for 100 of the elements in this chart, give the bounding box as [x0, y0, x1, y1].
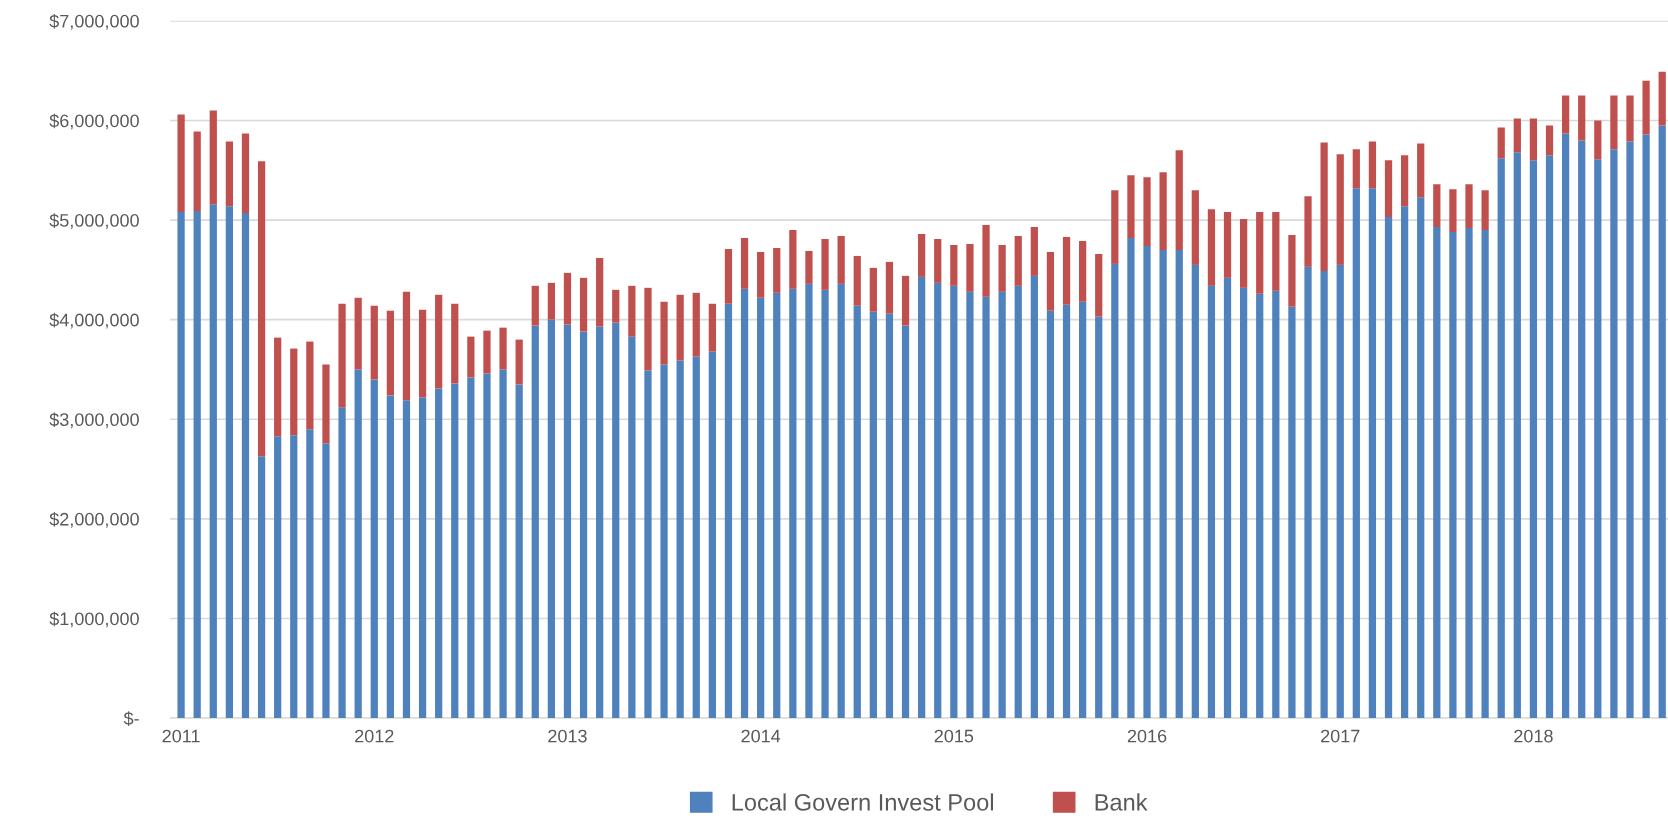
- bar: [177, 212, 185, 719]
- y-tick-label: $6,000,000: [49, 113, 139, 130]
- bar: [322, 443, 330, 719]
- bar: [290, 348, 298, 436]
- bar: [1256, 212, 1264, 294]
- bar: [676, 294, 684, 361]
- x-tick-label: 2011: [162, 729, 200, 743]
- bar: [1433, 227, 1441, 719]
- legend-label: Local Govern Invest Pool: [732, 793, 993, 811]
- bar: [1320, 142, 1328, 271]
- bar: [998, 244, 1006, 292]
- bar: [451, 383, 459, 719]
- bar: [515, 384, 523, 719]
- bar: [1062, 237, 1071, 305]
- bar: [934, 282, 942, 719]
- bar: [306, 341, 314, 430]
- bar: [1256, 293, 1264, 719]
- bar: [982, 225, 990, 297]
- bar: [193, 211, 201, 719]
- bar: [209, 110, 217, 205]
- bar: [757, 251, 765, 298]
- bar: [1529, 118, 1538, 161]
- bar: [821, 289, 829, 719]
- x-tick-label: 2017: [1321, 729, 1360, 743]
- x-tick-label: 2018: [1514, 729, 1553, 743]
- bar: [1578, 140, 1586, 719]
- bar: [1642, 80, 1650, 135]
- bar: [402, 400, 411, 719]
- bar: [1513, 118, 1521, 153]
- bar: [1272, 290, 1280, 719]
- bar: [628, 336, 636, 719]
- bar: [1384, 217, 1393, 719]
- bar: [1561, 95, 1570, 134]
- bar: [1288, 235, 1296, 307]
- bar: [547, 282, 555, 320]
- bar: [531, 285, 539, 326]
- bar: [885, 313, 894, 719]
- bar: [1111, 263, 1119, 719]
- bar: [628, 285, 636, 337]
- bar: [370, 379, 378, 719]
- bar: [563, 324, 572, 719]
- bar: [1417, 143, 1425, 198]
- bar: [467, 336, 475, 378]
- bar: [177, 114, 185, 213]
- bar: [1497, 127, 1505, 159]
- bar: [1594, 159, 1602, 719]
- bar: [1401, 206, 1409, 719]
- bar: [692, 356, 700, 719]
- bar: [1594, 120, 1602, 160]
- bar: [789, 230, 797, 289]
- bar: [467, 377, 475, 719]
- bar: [338, 407, 346, 719]
- bar: [1545, 125, 1554, 156]
- bar: [740, 288, 749, 719]
- bar: [918, 276, 926, 719]
- bar: [1417, 197, 1425, 719]
- bar: [418, 309, 427, 398]
- bar: [274, 337, 282, 437]
- bar: [1159, 249, 1167, 719]
- bar: [1143, 177, 1151, 246]
- bar: [773, 247, 781, 293]
- bar: [435, 388, 443, 719]
- y-tick-label: $4,000,000: [49, 312, 139, 329]
- bar: [644, 370, 652, 719]
- bar: [547, 319, 555, 719]
- bar: [1143, 245, 1151, 719]
- bar: [692, 292, 700, 357]
- bar: [1449, 189, 1457, 233]
- bar: [837, 236, 845, 284]
- bar: [1352, 188, 1360, 719]
- bar: [724, 303, 733, 719]
- bar: [869, 267, 877, 312]
- bar: [1046, 251, 1055, 311]
- bar: [1658, 71, 1666, 126]
- bar: [1578, 95, 1586, 141]
- bar: [1529, 160, 1538, 719]
- bar: [644, 287, 652, 371]
- bar: [1481, 230, 1489, 719]
- bar: [1433, 184, 1441, 228]
- bar: [1320, 270, 1328, 719]
- bar: [918, 234, 926, 277]
- bar: [1401, 155, 1409, 207]
- bar: [789, 288, 797, 719]
- bar: [1272, 212, 1280, 291]
- bar: [225, 141, 233, 207]
- bar: [1127, 238, 1135, 719]
- bar: [1111, 190, 1119, 264]
- bar: [1079, 301, 1087, 719]
- bar: [757, 297, 765, 719]
- bar: [1336, 154, 1344, 265]
- bar: [1062, 304, 1071, 719]
- bar: [193, 131, 201, 212]
- bar: [660, 301, 668, 365]
- bar: [885, 261, 894, 314]
- x-tick-label: 2016: [1127, 729, 1167, 743]
- bar: [386, 310, 394, 396]
- bar: [1223, 277, 1232, 719]
- bar: [1481, 190, 1489, 231]
- bar: [290, 435, 298, 719]
- bar: [1288, 306, 1296, 719]
